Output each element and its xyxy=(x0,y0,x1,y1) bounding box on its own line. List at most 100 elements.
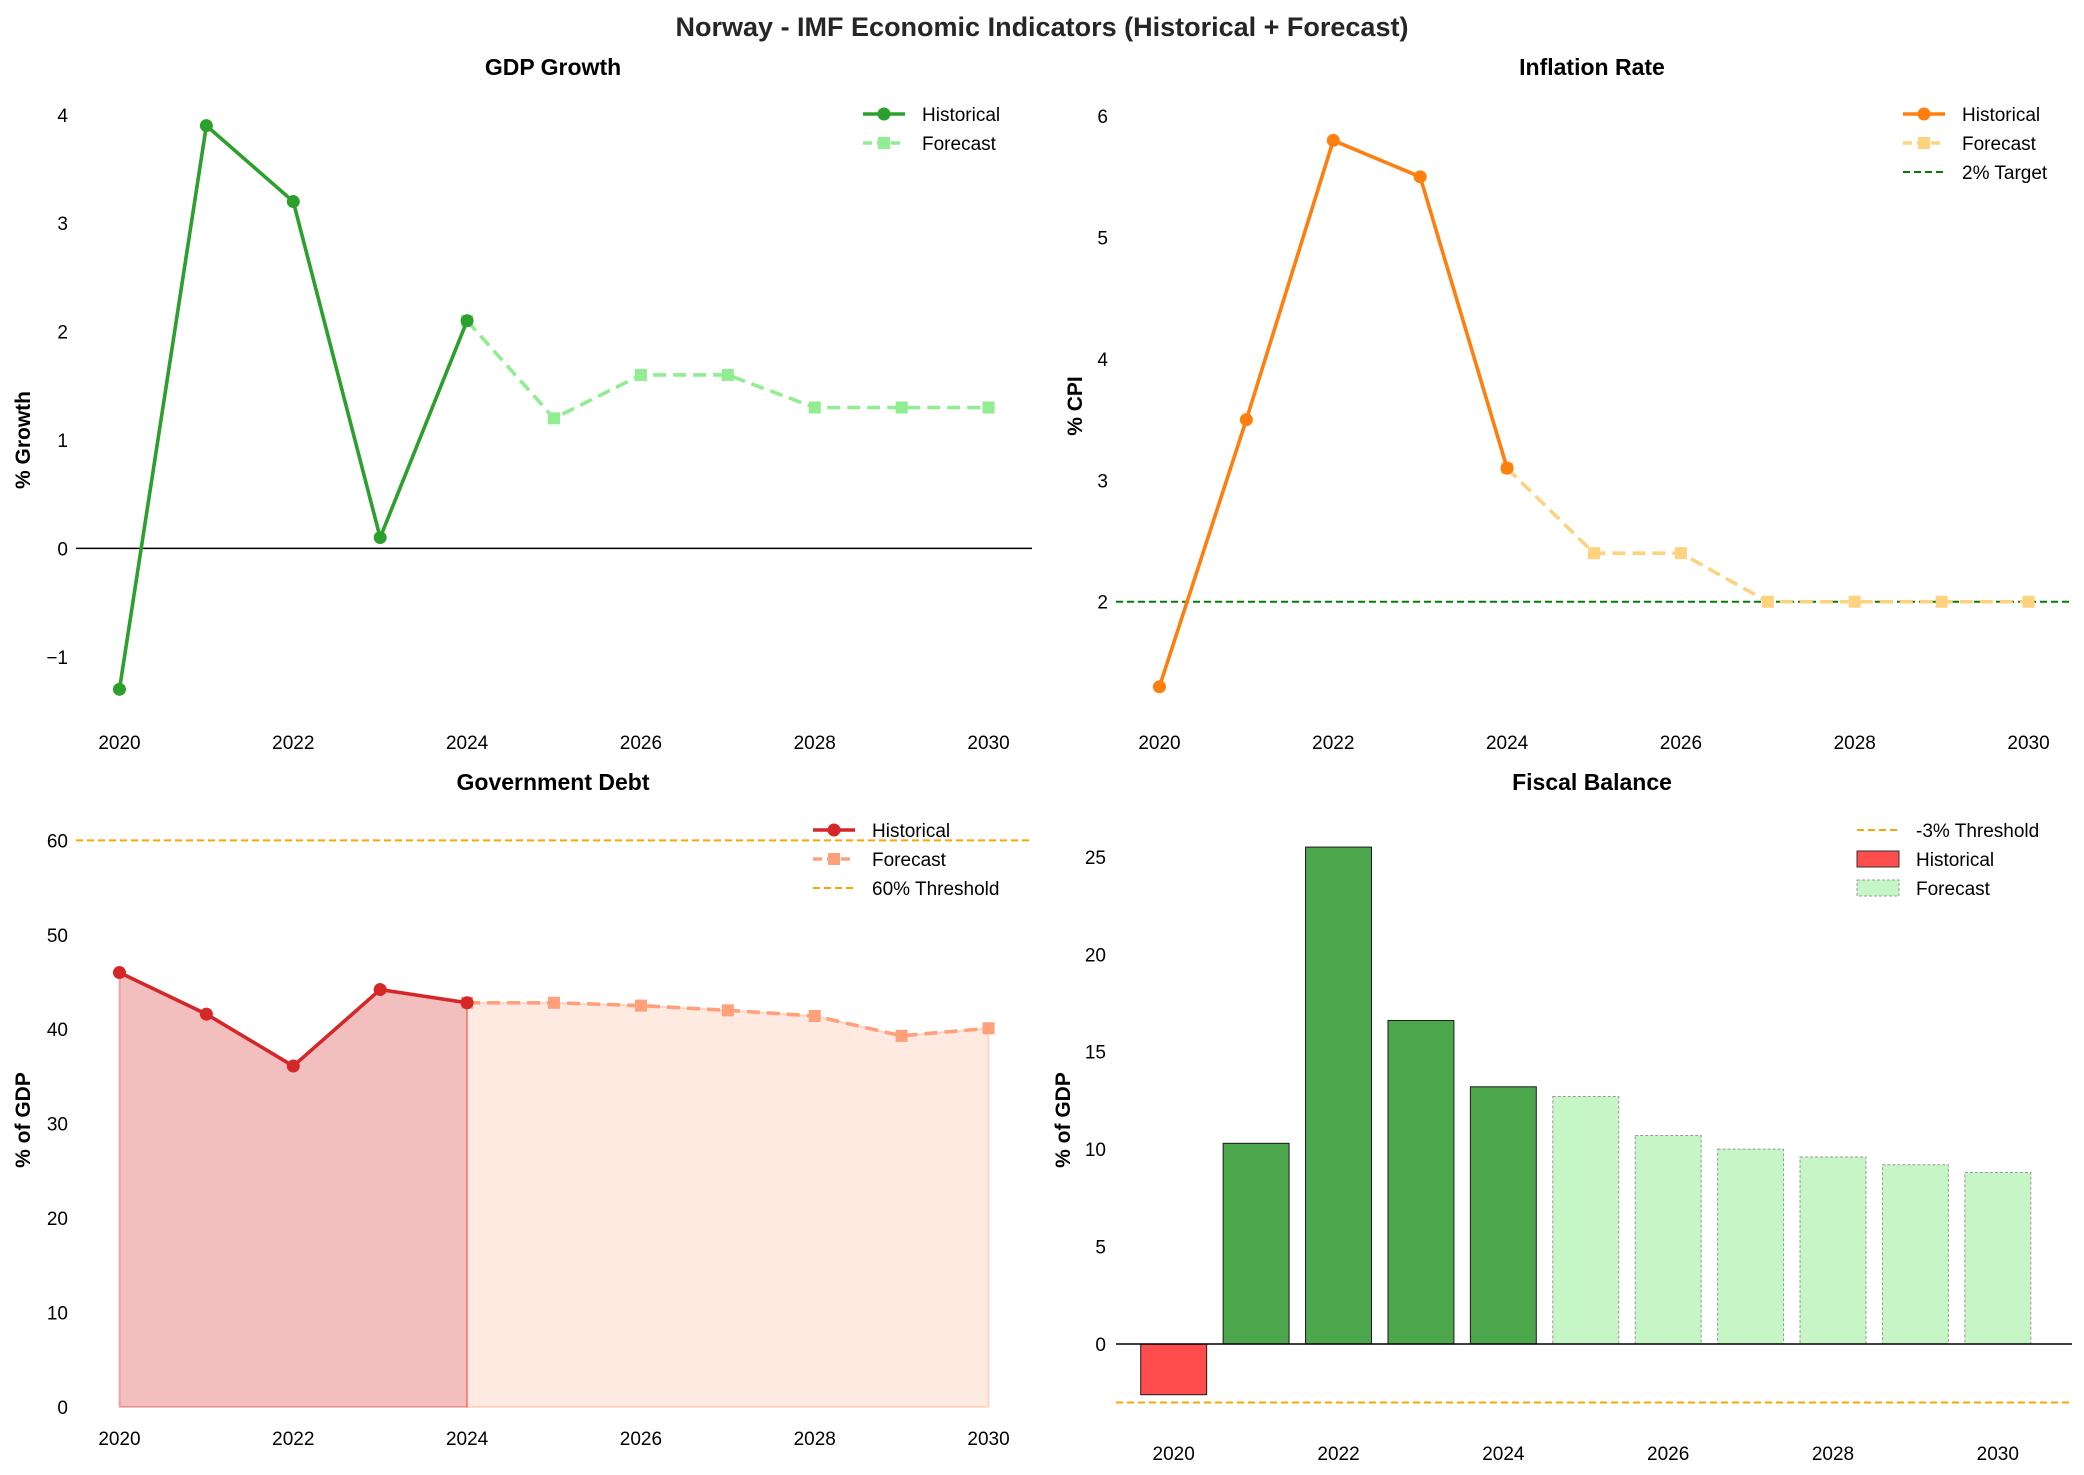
x-tick-label: 2020 xyxy=(98,1429,140,1450)
historical-point xyxy=(373,531,387,545)
y-tick-label: 0 xyxy=(57,539,68,560)
forecast-bar xyxy=(1634,1135,1702,1345)
y-tick-label: 50 xyxy=(47,926,68,947)
inflation-panel-title: Inflation Rate xyxy=(1519,54,1665,80)
y-tick-label: 2 xyxy=(57,323,68,344)
x-tick-label: 2024 xyxy=(1486,733,1529,754)
historical-point xyxy=(199,119,213,133)
legend-swatch-marker xyxy=(878,137,890,149)
x-tick-label: 2020 xyxy=(1153,1444,1195,1465)
forecast-point xyxy=(895,401,908,414)
y-tick-label: 4 xyxy=(1097,350,1108,371)
historical-point xyxy=(286,1059,300,1073)
legend-swatch-patch xyxy=(1856,879,1900,897)
forecast-point xyxy=(982,1022,995,1035)
legend-label: Historical xyxy=(1962,105,2040,126)
legend-label: Forecast xyxy=(872,850,947,871)
forecast-bar xyxy=(1799,1156,1867,1345)
x-tick-label: 2024 xyxy=(446,733,489,754)
historical-point xyxy=(112,682,126,696)
x-tick-label: 2022 xyxy=(272,733,314,754)
balance-panel-title: Fiscal Balance xyxy=(1512,769,1672,795)
forecast-point xyxy=(808,401,821,414)
forecast-point xyxy=(1674,547,1687,560)
historical-point xyxy=(460,996,474,1010)
y-tick-label: 3 xyxy=(1097,471,1108,492)
y-tick-label: 30 xyxy=(47,1115,68,1136)
x-tick-label: 2030 xyxy=(2007,733,2049,754)
x-tick-label: 2028 xyxy=(794,1429,836,1450)
y-tick-label: 5 xyxy=(1095,1238,1106,1259)
y-tick-label: 4 xyxy=(57,106,68,127)
inflation-rate-panel: Inflation Rate % CPI 2 3 4 5 6 2020 2022 2024 20… xyxy=(1064,54,2072,754)
forecast-bar xyxy=(1964,1172,2032,1345)
x-tick-label: 2020 xyxy=(98,733,140,754)
historical-bar xyxy=(1140,1343,1208,1396)
x-tick-label: 2028 xyxy=(794,733,836,754)
legend-label: -3% Threshold xyxy=(1916,821,2039,842)
x-tick-label: 2024 xyxy=(446,1429,489,1450)
historical-point xyxy=(460,314,474,328)
forecast-point xyxy=(634,368,647,381)
historical-point xyxy=(1326,133,1340,147)
legend-label: Historical xyxy=(1916,850,1994,871)
x-tick-label: 2026 xyxy=(1647,1444,1689,1465)
legend-label: Forecast xyxy=(1916,879,1991,900)
forecast-point xyxy=(2022,595,2035,608)
x-tick-label: 2030 xyxy=(967,1429,1009,1450)
y-tick-label: 1 xyxy=(57,431,68,452)
forecast-series-line xyxy=(1505,466,2029,604)
x-tick-label: 2022 xyxy=(272,1429,314,1450)
y-tick-label: 3 xyxy=(57,214,68,235)
historical-point xyxy=(199,1007,213,1021)
legend-label: Forecast xyxy=(922,134,997,155)
historical-series-line xyxy=(117,123,469,690)
government-debt-panel: Government Debt % of GDP 010203040506020… xyxy=(12,769,1032,1450)
legend-swatch-patch xyxy=(1856,850,1900,868)
x-tick-label: 2026 xyxy=(620,733,662,754)
y-tick-label: 0 xyxy=(1095,1335,1106,1356)
y-tick-label: 20 xyxy=(47,1209,68,1230)
gdp-panel-title: GDP Growth xyxy=(485,54,621,80)
x-tick-label: 2020 xyxy=(1138,733,1180,754)
y-tick-label: 25 xyxy=(1085,848,1106,869)
forecast-point xyxy=(721,368,734,381)
legend-label: Forecast xyxy=(1962,134,2037,155)
balance-y-axis-label: % of GDP xyxy=(1052,1072,1075,1168)
figure-suptitle: Norway - IMF Economic Indicators (Histor… xyxy=(676,12,1409,42)
forecast-area-fill xyxy=(466,1001,990,1408)
legend-swatch-marker xyxy=(827,823,841,837)
x-tick-label: 2030 xyxy=(967,733,1009,754)
forecast-bar xyxy=(1552,1096,1620,1345)
x-tick-label: 2030 xyxy=(1977,1444,2019,1465)
forecast-point xyxy=(1588,547,1600,560)
forecast-point xyxy=(808,1010,821,1022)
y-tick-label: 20 xyxy=(1085,945,1106,966)
y-tick-label: 2 xyxy=(1097,593,1108,614)
historical-bar xyxy=(1222,1142,1290,1345)
debt-y-axis-label: % of GDP xyxy=(12,1072,35,1168)
x-tick-label: 2022 xyxy=(1312,733,1354,754)
legend-swatch-marker xyxy=(877,107,891,121)
forecast-point xyxy=(982,401,995,414)
legend-label: Historical xyxy=(872,821,950,842)
legend-label: 60% Threshold xyxy=(872,879,999,900)
legend-swatch-marker xyxy=(828,853,840,865)
historical-bar xyxy=(1305,846,1372,1345)
y-tick-label: 0 xyxy=(57,1398,68,1419)
historical-bar xyxy=(1469,1086,1537,1345)
historical-point xyxy=(1413,170,1427,184)
forecast-point xyxy=(1761,595,1774,608)
forecast-point xyxy=(1935,595,1948,608)
x-tick-label: 2028 xyxy=(1834,733,1876,754)
y-tick-label: −1 xyxy=(46,648,68,669)
y-tick-label: 10 xyxy=(1085,1140,1106,1161)
historical-point xyxy=(1239,413,1253,427)
inflation-y-axis-label: % CPI xyxy=(1064,376,1087,436)
historical-point xyxy=(1500,461,1514,475)
historical-point xyxy=(286,195,300,209)
fiscal-balance-panel: Fiscal Balance % of GDP 0 5 10 15 20 25 2020 20… xyxy=(1052,769,2072,1465)
forecast-point xyxy=(895,1029,908,1042)
y-tick-label: 40 xyxy=(47,1020,68,1041)
x-tick-label: 2028 xyxy=(1812,1444,1854,1465)
